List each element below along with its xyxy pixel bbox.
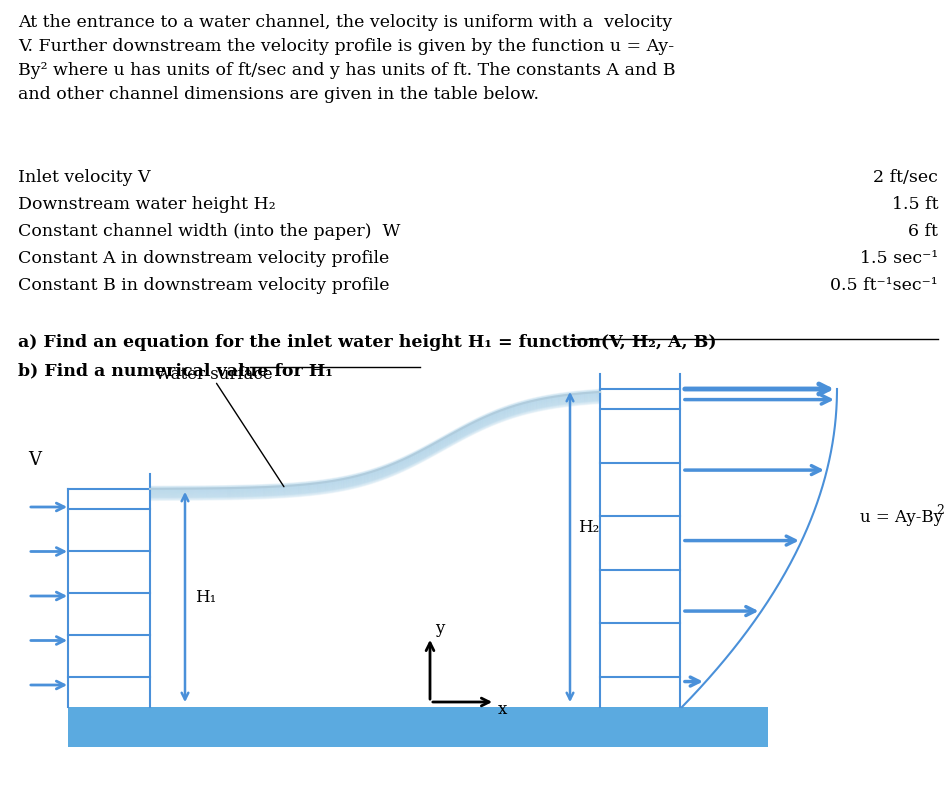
Text: and other channel dimensions are given in the table below.: and other channel dimensions are given i… <box>18 86 539 103</box>
Text: At the entrance to a water channel, the velocity is uniform with a  velocity: At the entrance to a water channel, the … <box>18 14 672 31</box>
Text: y: y <box>435 620 445 637</box>
Text: 1.5 sec⁻¹: 1.5 sec⁻¹ <box>860 250 938 267</box>
Text: 1.5 ft: 1.5 ft <box>891 196 938 213</box>
Text: x: x <box>498 701 507 718</box>
Text: Constant B in downstream velocity profile: Constant B in downstream velocity profil… <box>18 277 389 294</box>
Text: Inlet velocity V: Inlet velocity V <box>18 169 150 186</box>
Text: a) Find an equation for the inlet water height H₁ = function(V, H₂, A, B): a) Find an equation for the inlet water … <box>18 334 717 351</box>
Text: Constant channel width (into the paper)  W: Constant channel width (into the paper) … <box>18 223 401 240</box>
Text: Downstream water height H₂: Downstream water height H₂ <box>18 196 276 213</box>
Text: u = Ay-By: u = Ay-By <box>860 510 943 526</box>
Text: V: V <box>28 451 41 469</box>
Text: b) Find a numerical value for H₁: b) Find a numerical value for H₁ <box>18 362 333 379</box>
Text: Water surface: Water surface <box>155 366 272 383</box>
Text: V. Further downstream the velocity profile is given by the function u = Ay-: V. Further downstream the velocity profi… <box>18 38 674 55</box>
Text: Constant A in downstream velocity profile: Constant A in downstream velocity profil… <box>18 250 389 267</box>
Text: H₂: H₂ <box>578 519 599 537</box>
Text: 2 ft/sec: 2 ft/sec <box>873 169 938 186</box>
Text: 0.5 ft⁻¹sec⁻¹: 0.5 ft⁻¹sec⁻¹ <box>830 277 938 294</box>
Text: 2: 2 <box>936 503 943 517</box>
Text: H₁: H₁ <box>195 589 216 607</box>
Text: By² where u has units of ft/sec and y has units of ft. The constants A and B: By² where u has units of ft/sec and y ha… <box>18 62 676 79</box>
Text: 6 ft: 6 ft <box>908 223 938 240</box>
Bar <box>68 707 768 747</box>
